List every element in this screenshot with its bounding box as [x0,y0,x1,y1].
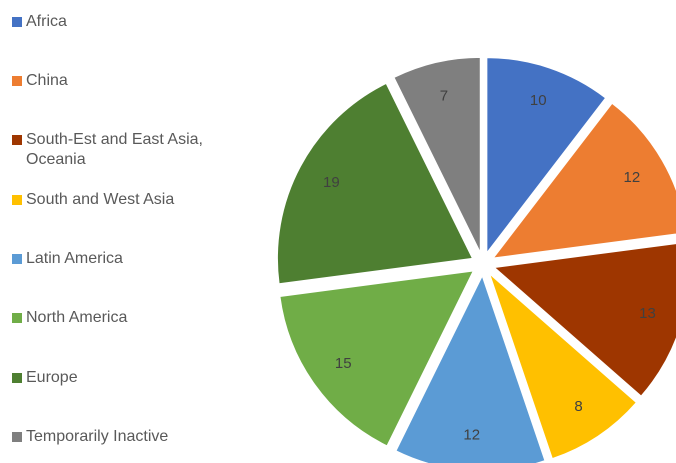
legend-item: Africa [12,12,227,32]
pie-slice [493,243,676,397]
legend-label: South and West Asia [26,191,175,208]
legend-swatch [12,313,22,323]
data-label: 12 [624,169,641,186]
data-label: 15 [335,355,352,372]
data-label: 19 [323,174,340,191]
data-label: 8 [574,398,582,415]
legend-label: China [26,72,68,89]
data-label: 10 [530,92,547,109]
legend-swatch [12,17,22,27]
legend-label: North America [26,309,128,326]
legend-swatch [12,373,22,383]
legend-item: South-Est and East Asia, Oceania [12,130,227,170]
pie-slice [486,57,607,255]
legend-item: Temporarily Inactive [12,427,227,447]
legend-item: South and West Asia [12,190,227,210]
legend-label: South-Est and East Asia, Oceania [26,131,203,168]
data-label: 13 [639,305,656,322]
legend-label: Africa [26,13,67,30]
pie-slice [488,272,637,460]
legend-label: Temporarily Inactive [26,428,169,445]
data-label: 7 [440,88,448,105]
legend-swatch [12,195,22,205]
pie-slice [276,82,474,285]
pie-slice [279,270,475,447]
legend-swatch [12,254,22,264]
data-label: 12 [463,427,480,444]
legend-item: Latin America [12,249,227,269]
legend-swatch [12,135,22,145]
pie-slice [492,102,676,259]
pie-slice [395,274,546,463]
legend-label: Latin America [26,250,123,267]
pie-slice [393,56,481,253]
legend-item: North America [12,308,227,328]
legend-label: Europe [26,369,78,386]
legend-swatch [12,76,22,86]
legend-item: Europe [12,368,227,388]
legend-item: China [12,71,227,91]
legend-swatch [12,432,22,442]
